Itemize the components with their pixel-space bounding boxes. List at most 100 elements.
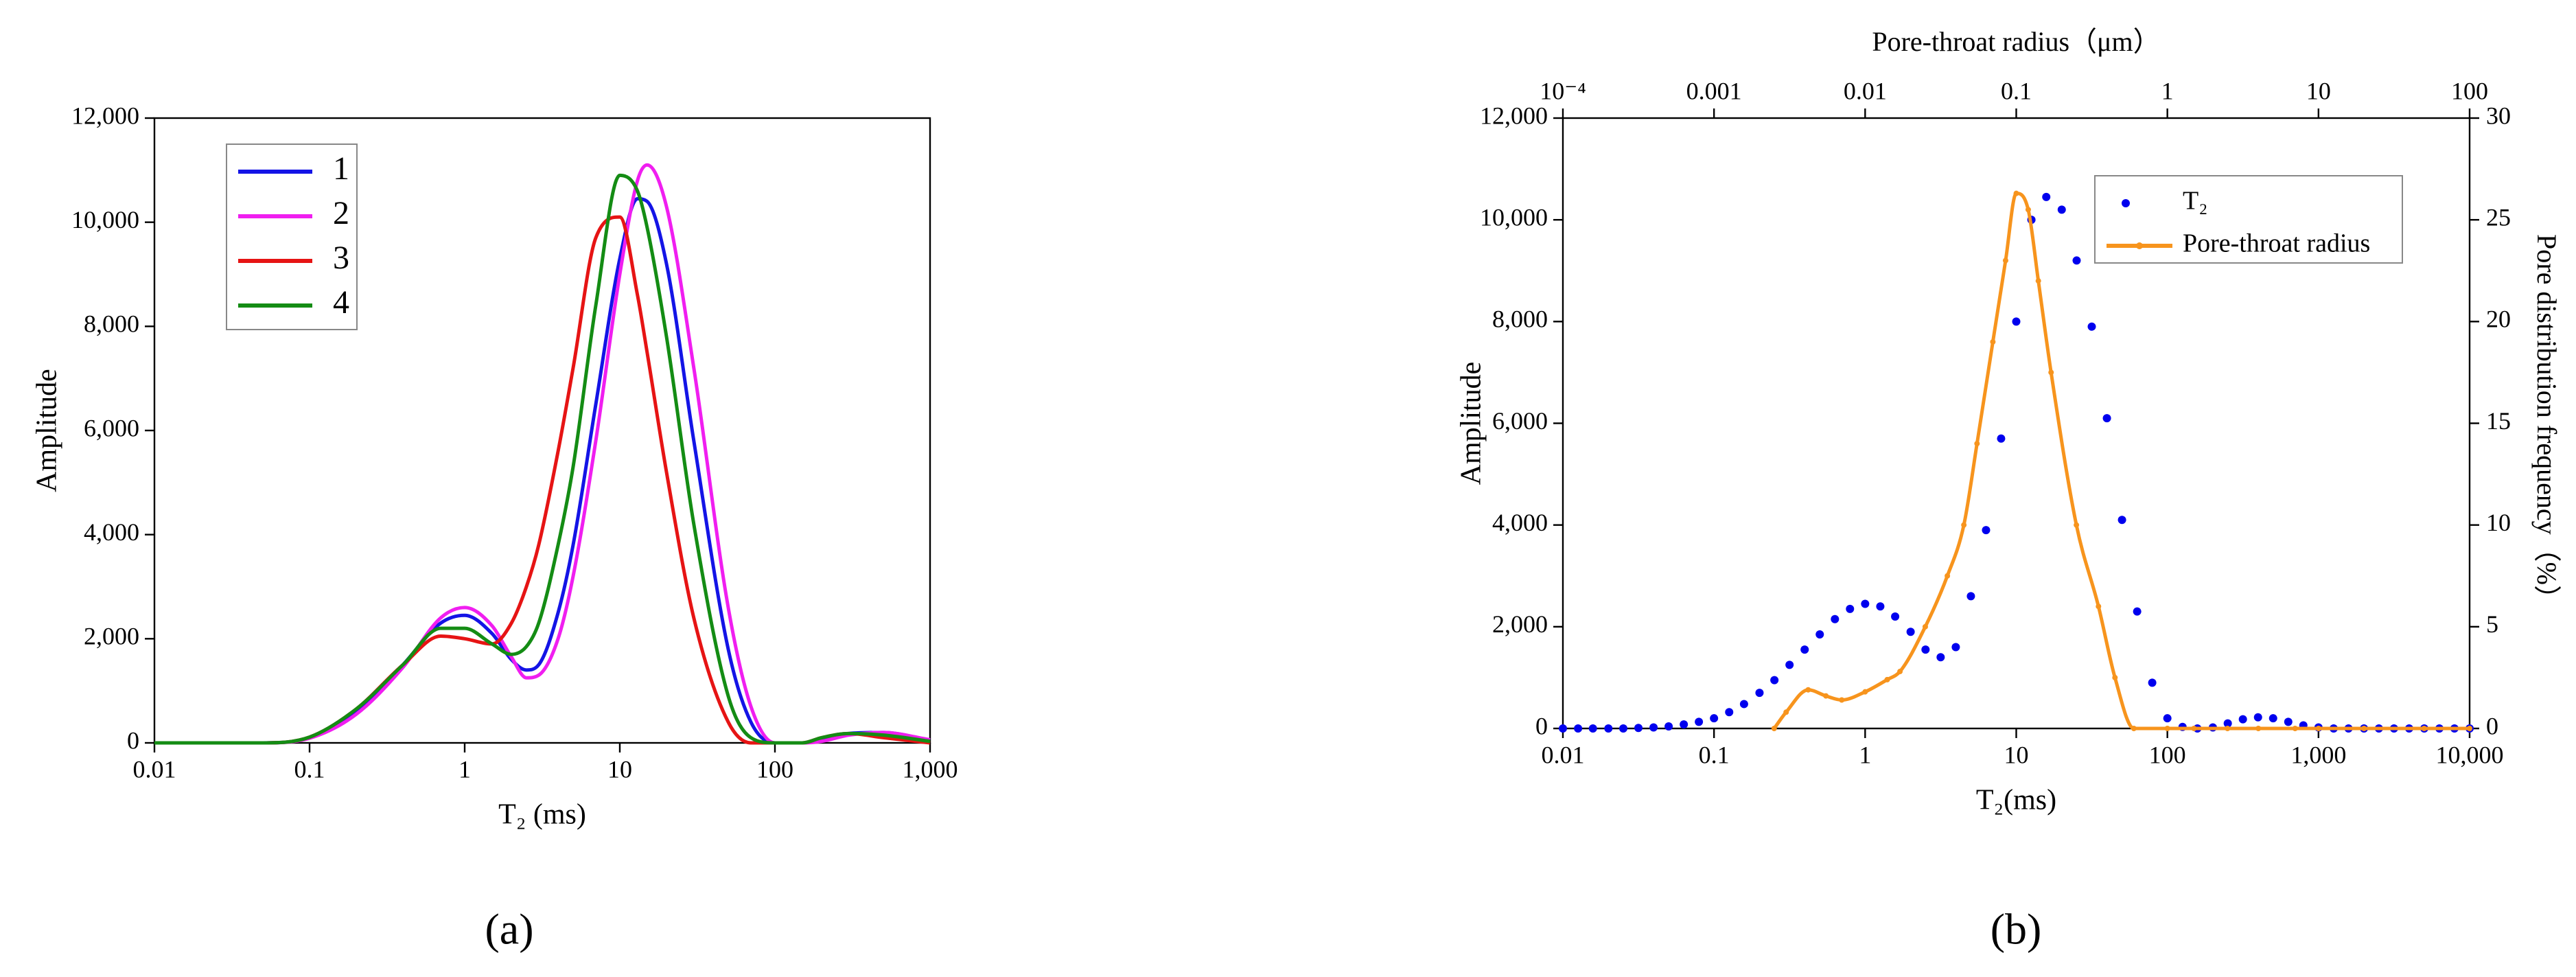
x-tick-label: 100 — [2149, 741, 2186, 768]
data-point — [1846, 604, 1855, 613]
line-marker — [1839, 697, 1845, 703]
line-marker — [2361, 726, 2367, 731]
x-tick-label: 1 — [1859, 741, 1871, 768]
data-line — [1772, 192, 2470, 731]
line-marker — [2292, 726, 2298, 731]
line-marker — [2074, 522, 2080, 528]
data-point — [2042, 192, 2051, 201]
y-tick-label: 12,000 — [71, 102, 139, 129]
y2-tick-label: 15 — [2486, 407, 2511, 435]
legend-label: T₂ — [2183, 187, 2207, 216]
line-marker — [1884, 676, 1890, 682]
y2-tick-label: 20 — [2486, 306, 2511, 333]
line-marker — [1990, 338, 1996, 345]
data-point — [2117, 516, 2126, 525]
line-marker — [1823, 693, 1829, 699]
data-point — [1588, 724, 1597, 733]
data-point — [2163, 714, 2172, 723]
x-axis-label: T₂(ms) — [1976, 785, 2056, 816]
data-point — [2057, 205, 2066, 214]
line-marker — [2164, 726, 2170, 731]
line-marker — [1922, 623, 1928, 630]
line-marker — [2035, 278, 2041, 284]
line-marker — [1945, 573, 1951, 579]
legend-swatch — [2122, 199, 2130, 207]
data-point — [1891, 612, 1900, 621]
y2-tick-label: 5 — [2486, 610, 2498, 638]
line-marker — [2421, 726, 2427, 731]
y-tick-label: 4,000 — [1492, 509, 1548, 536]
y-tick-label: 6,000 — [84, 414, 139, 441]
data-point — [1861, 599, 1870, 608]
line-marker — [2025, 207, 2031, 213]
x-tick-label: 10 — [607, 755, 632, 783]
data-point — [2087, 322, 2096, 331]
x-tick-label: 1 — [459, 755, 471, 783]
line-marker — [2048, 369, 2054, 376]
x2-tick-label: 0.001 — [1686, 77, 1742, 104]
line-marker — [2225, 726, 2231, 731]
legend-marker — [2136, 242, 2143, 249]
line-marker — [2467, 726, 2472, 731]
y-tick-label: 4,000 — [84, 518, 139, 546]
y-tick-label: 0 — [1535, 712, 1548, 739]
data-point — [1725, 708, 1734, 717]
data-point — [1997, 434, 2006, 443]
x2-axis-label: Pore-throat radius（μm） — [1872, 26, 2160, 57]
line-marker — [1974, 441, 1980, 447]
data-point — [1634, 724, 1643, 733]
data-point — [2223, 719, 2232, 728]
data-point — [2268, 714, 2277, 723]
data-point — [1785, 660, 1794, 669]
line-marker — [2191, 726, 2197, 731]
line-marker — [2255, 726, 2262, 731]
x2-tick-label: 100 — [2451, 77, 2488, 104]
x-axis-label: T₂ (ms) — [498, 799, 586, 831]
x2-tick-label: 1 — [2161, 77, 2174, 104]
x-tick-label: 0.01 — [133, 755, 176, 783]
x-tick-label: 10 — [2004, 741, 2029, 768]
x-tick-label: 0.1 — [294, 755, 325, 783]
x-tick-label: 100 — [756, 755, 793, 783]
data-point — [1770, 676, 1779, 685]
x2-tick-label: 0.1 — [2001, 77, 2032, 104]
y-tick-label: 12,000 — [1480, 102, 1548, 129]
x2-tick-label: 0.01 — [1844, 77, 1887, 104]
data-point — [1921, 645, 1930, 654]
data-point — [2238, 715, 2247, 724]
line-marker — [2315, 726, 2321, 731]
y-tick-label: 8,000 — [84, 310, 139, 338]
x-tick-label: 1,000 — [903, 755, 958, 783]
x-tick-label: 10,000 — [2436, 741, 2504, 768]
caption: (a) — [485, 905, 533, 954]
data-point — [2102, 414, 2111, 423]
y-tick-label: 10,000 — [71, 206, 139, 233]
line-marker — [2112, 674, 2118, 680]
data-line — [154, 173, 931, 745]
data-point — [1966, 592, 1975, 601]
y-axis-label: Amplitude — [32, 369, 63, 492]
y-axis-label: Amplitude — [1456, 362, 1487, 485]
y-tick-label: 10,000 — [1480, 203, 1548, 231]
data-point — [1831, 614, 1840, 623]
data-point — [1876, 602, 1885, 611]
line-marker — [1897, 669, 1903, 675]
y-tick-label: 6,000 — [1492, 407, 1548, 435]
data-point — [1815, 630, 1824, 639]
data-point — [1559, 724, 1567, 733]
data-point — [1755, 689, 1764, 698]
data-point — [1906, 628, 1915, 636]
line-marker — [1771, 726, 1777, 731]
data-point — [2133, 607, 2142, 616]
y2-tick-label: 30 — [2486, 102, 2511, 129]
legend-label: 1 — [333, 150, 349, 187]
legend-box — [226, 143, 358, 330]
line-marker — [2096, 604, 2102, 610]
line-marker — [1862, 689, 1868, 695]
data-point — [1574, 724, 1583, 733]
line-marker — [2131, 726, 2137, 731]
data-point — [1664, 722, 1673, 731]
line-marker — [2013, 190, 2019, 196]
data-point — [1680, 720, 1689, 729]
